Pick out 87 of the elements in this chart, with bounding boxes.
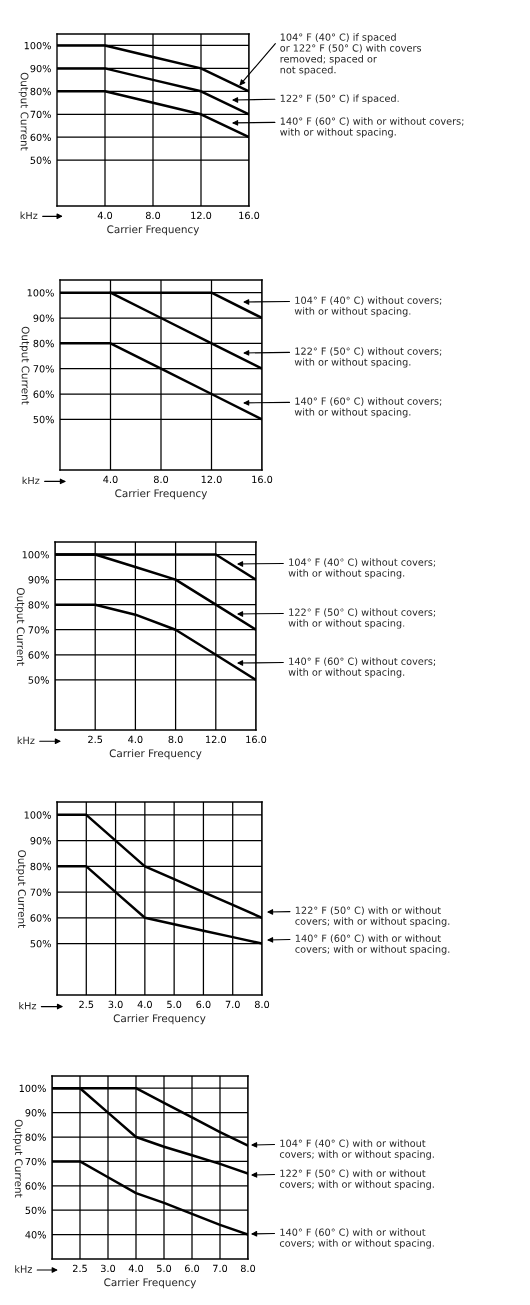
y-tick-label: 60% xyxy=(30,914,51,922)
y-axis-title: Output Current xyxy=(14,587,25,666)
y-tick-label: 60% xyxy=(28,651,49,659)
text: 140° F (60° C) with or without covers; with or without spacing. xyxy=(279,1228,434,1249)
x-tick-label: 8.0 xyxy=(153,475,169,484)
y-axis-title: Output Current xyxy=(19,326,30,405)
y-tick-label: 50% xyxy=(33,415,54,424)
text: 122° F (50° C) if spaced. xyxy=(280,94,399,104)
x-axis-title: Carrier Frequency xyxy=(115,489,208,500)
x-tick-label: 8.0 xyxy=(145,211,161,220)
y-tick-label: 100% xyxy=(27,289,54,297)
text: 140° F (60° C) with or without covers; with or without spacing. xyxy=(295,934,450,955)
x-tick-label: 7.0 xyxy=(225,1000,240,1009)
x-tick-label: 3.0 xyxy=(101,1264,116,1273)
y-tick-label: 90% xyxy=(33,314,54,322)
x-tick-label: 3.0 xyxy=(108,1000,123,1009)
y-tick-label: 80% xyxy=(28,601,49,609)
x-tick-label: 12.0 xyxy=(191,211,212,220)
y-axis-title: Output Current xyxy=(16,850,26,928)
x-tick-label: 4.0 xyxy=(128,735,143,744)
x-tick-label: 8.0 xyxy=(254,1000,270,1009)
text: 122° F (50° C) with or without covers; with or without spacing. xyxy=(279,1169,434,1190)
x-tick-label: 4.0 xyxy=(97,211,113,220)
y-axis-title: Output Current xyxy=(12,1119,23,1198)
y-tick-label: 90% xyxy=(30,64,51,73)
text: 104° F (40° C) without covers; with or without spacing. xyxy=(288,558,436,579)
x-tick-label: 8.0 xyxy=(240,1264,256,1273)
y-tick-label: 100% xyxy=(24,41,51,50)
y-tick-label: 50% xyxy=(30,156,51,164)
text: 140° F (60° C) without covers; with or without spacing. xyxy=(294,397,442,418)
x-tick-label: 2.5 xyxy=(88,735,103,744)
y-tick-label: 80% xyxy=(33,339,54,348)
y-tick-label: 70% xyxy=(30,110,51,119)
x-axis-title: Carrier Frequency xyxy=(107,225,200,236)
x-tick-label: 2.5 xyxy=(72,1264,87,1273)
text: 140° F (60° C) without covers; with or without spacing. xyxy=(288,657,436,678)
y-tick-label: 50% xyxy=(28,676,49,684)
y-tick-label: 90% xyxy=(28,576,49,584)
x-tick-label: 4.0 xyxy=(103,475,118,484)
x-tick-label: 5.0 xyxy=(157,1264,172,1273)
text: 140° F (60° C) with or without covers; with or without spacing. xyxy=(280,117,464,138)
x-axis-title: Carrier Frequency xyxy=(104,1278,197,1289)
text: 122° F (50° C) without covers; with or without spacing. xyxy=(294,347,442,368)
annotation: 104° F (40° C) if spaced or 122° F (50° C) with covers removed; spaced or not spaced. xyxy=(280,33,422,76)
x-axis-title: Carrier Frequency xyxy=(109,749,202,760)
x-tick-label: 4.0 xyxy=(137,1000,152,1009)
y-tick-label: 80% xyxy=(25,1133,46,1141)
y-tick-label: 100% xyxy=(19,1084,46,1093)
x-tick-label: 4.0 xyxy=(128,1264,144,1273)
y-tick-label: 100% xyxy=(22,551,49,559)
y-tick-label: 70% xyxy=(28,626,49,634)
y-tick-label: 80% xyxy=(30,862,51,871)
y-tick-label: 80% xyxy=(30,87,51,96)
text: 104° F (40° C) without covers; with or without spacing. xyxy=(294,296,442,317)
y-tick-label: 50% xyxy=(25,1206,46,1215)
text: kHz xyxy=(15,1265,32,1273)
x-tick-label: 12.0 xyxy=(206,735,226,744)
y-tick-label: 50% xyxy=(30,940,51,948)
x-tick-label: 12.0 xyxy=(201,475,222,484)
x-tick-label: 5.0 xyxy=(167,1000,182,1009)
y-axis-title: Output Current xyxy=(18,72,29,151)
y-tick-label: 60% xyxy=(25,1182,46,1190)
x-tick-label: 7.0 xyxy=(213,1264,228,1273)
text: 104° F (40° C) with or without covers; with or without spacing. xyxy=(279,1139,434,1160)
y-tick-label: 90% xyxy=(25,1109,46,1117)
y-tick-label: 70% xyxy=(30,888,51,896)
y-tick-label: 70% xyxy=(33,365,54,373)
y-tick-label: 90% xyxy=(30,837,51,845)
y-tick-label: 70% xyxy=(25,1157,46,1166)
x-tick-label: 16.0 xyxy=(246,735,267,744)
text: kHz xyxy=(20,211,38,219)
text: 122° F (50° C) with or without covers; with or without spacing. xyxy=(295,906,450,927)
y-tick-label: 60% xyxy=(30,133,51,142)
x-tick-label: 2.5 xyxy=(79,1000,94,1009)
x-axis-title: Carrier Frequency xyxy=(113,1014,206,1025)
x-tick-label: 16.0 xyxy=(252,475,273,484)
y-tick-label: 40% xyxy=(25,1231,46,1239)
text: kHz xyxy=(17,736,35,744)
y-tick-label: 60% xyxy=(33,390,54,398)
text: kHz xyxy=(19,1001,37,1010)
text: 122° F (50° C) without covers; with or without spacing. xyxy=(288,608,436,629)
y-tick-label: 100% xyxy=(24,811,51,819)
x-tick-label: 8.0 xyxy=(168,735,183,744)
x-tick-label: 6.0 xyxy=(196,1000,211,1009)
x-tick-label: 16.0 xyxy=(239,211,260,220)
x-tick-label: 6.0 xyxy=(184,1264,200,1273)
text: kHz xyxy=(22,476,40,485)
